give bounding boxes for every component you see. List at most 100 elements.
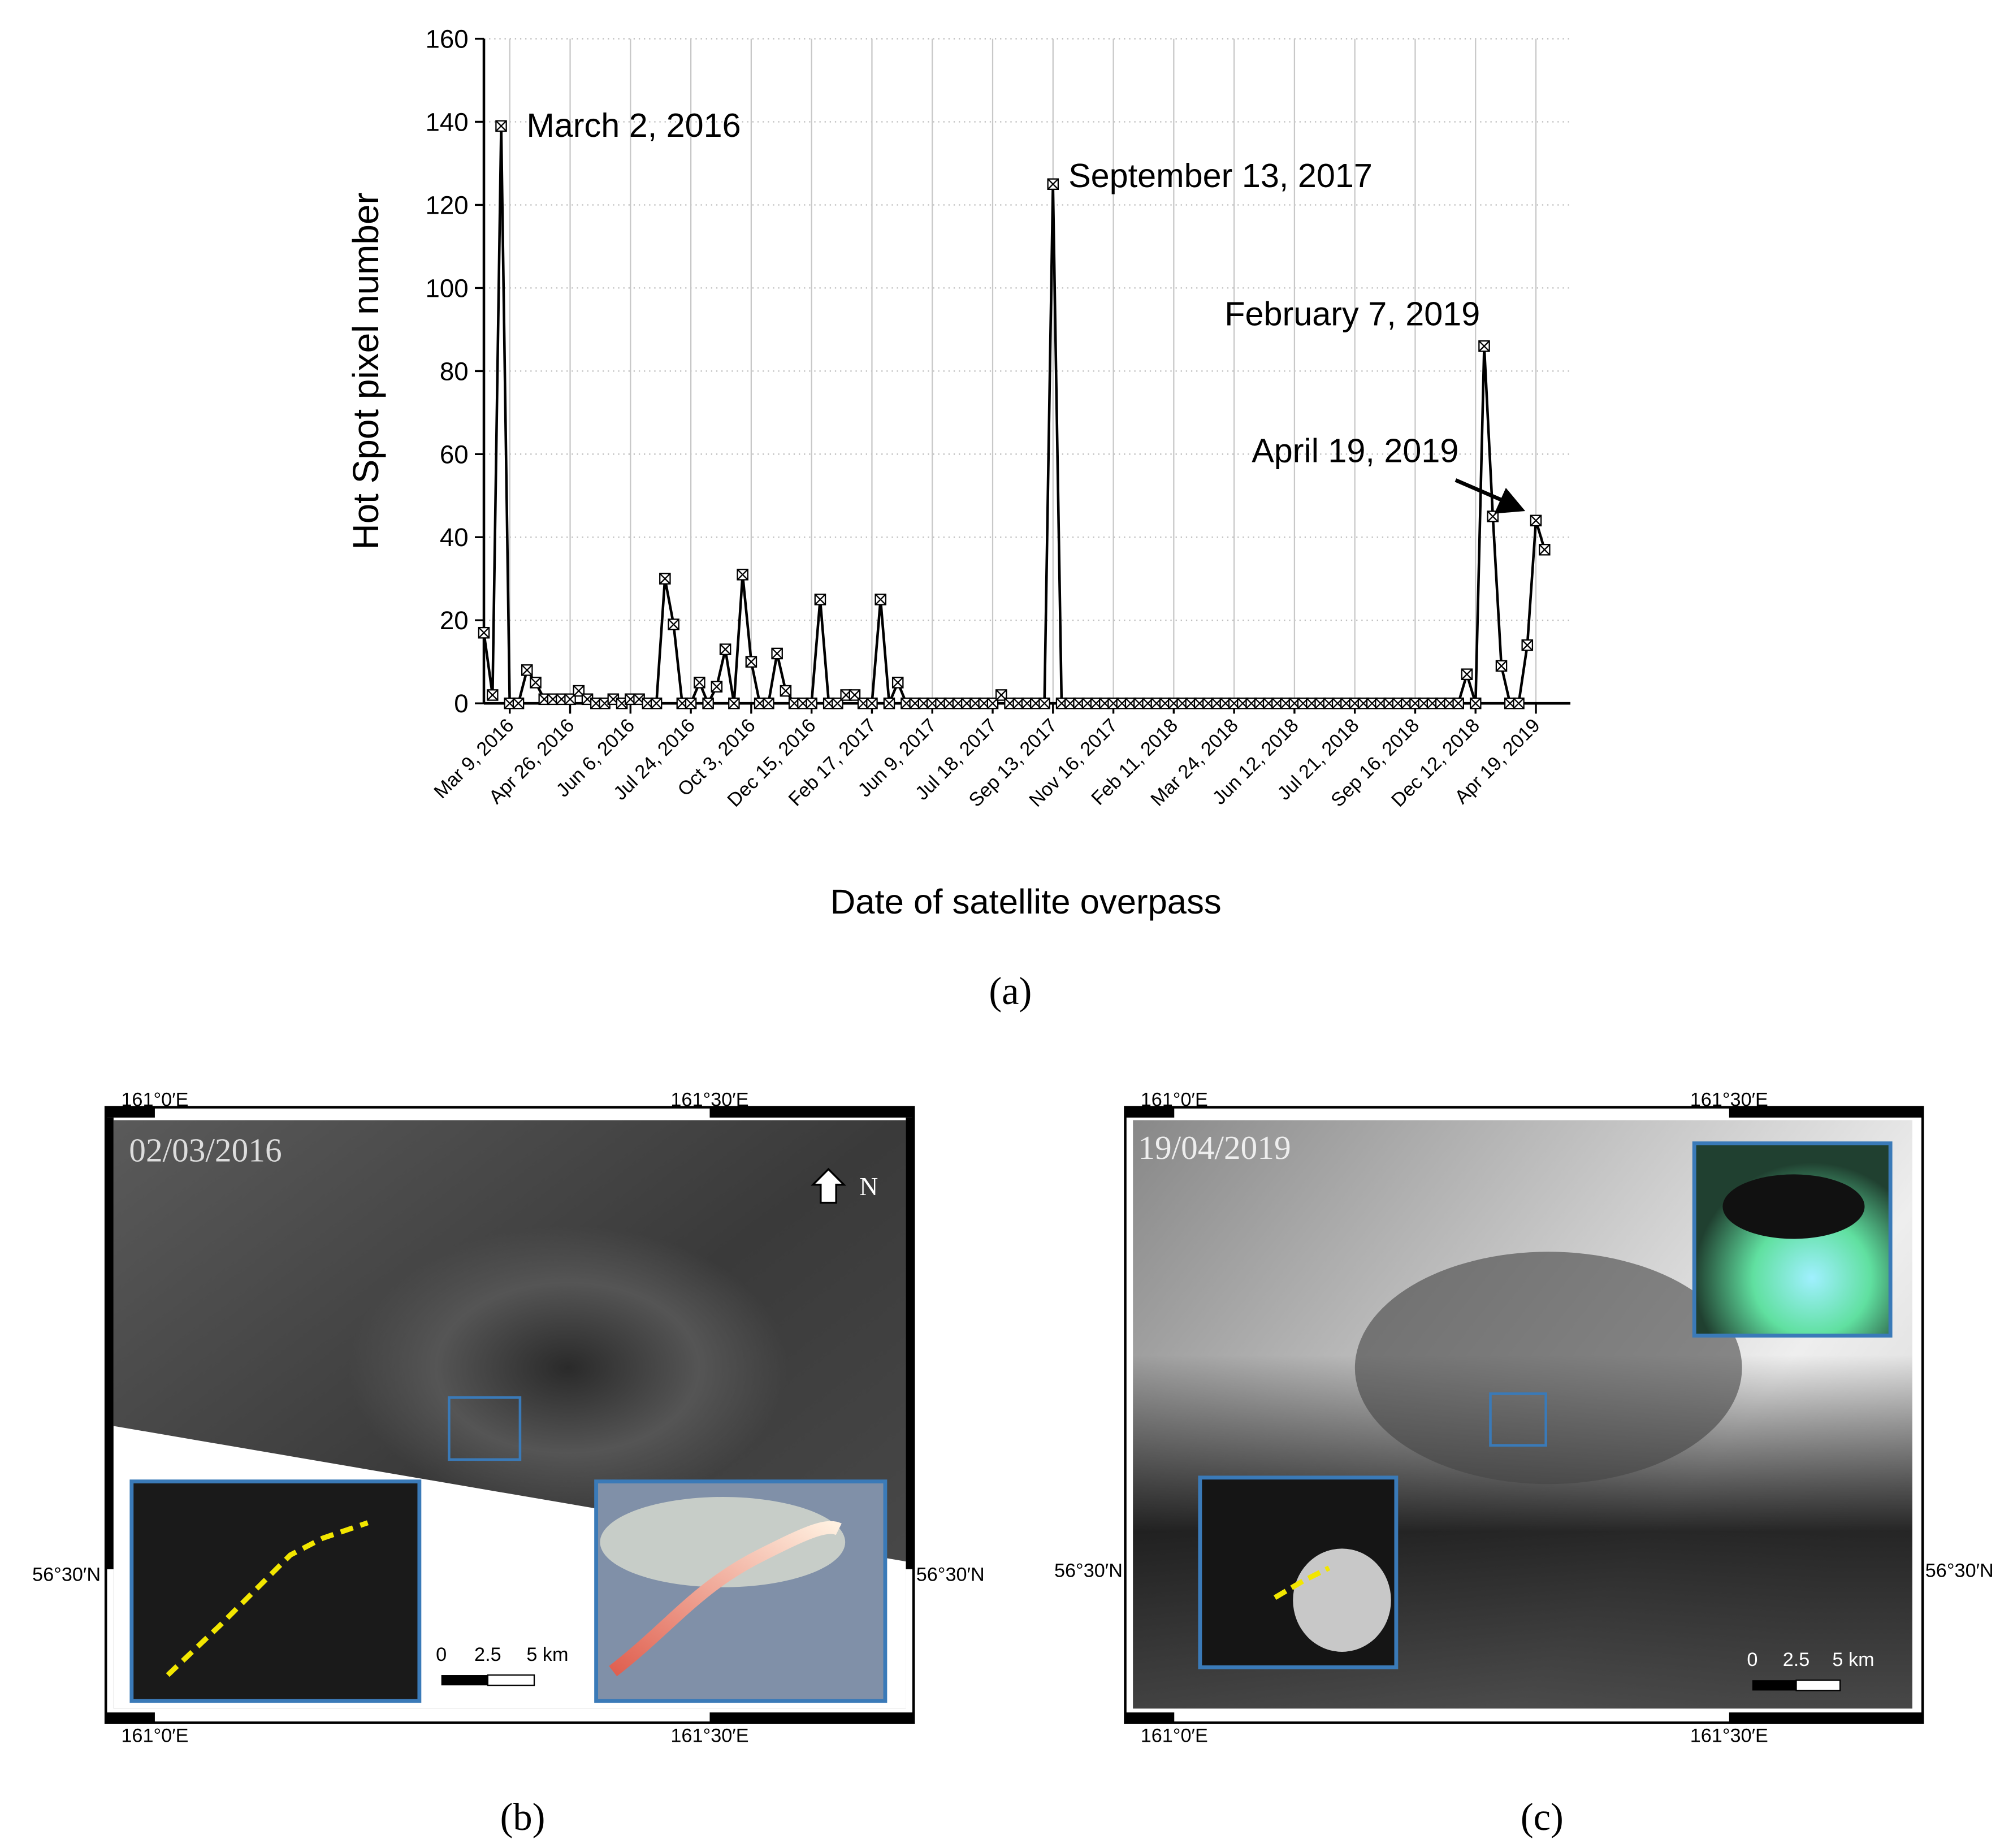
- marker-cross: [814, 594, 826, 605]
- marker-cross: [651, 698, 663, 709]
- image-date: 19/04/2019: [1138, 1129, 1291, 1166]
- data-marker: [875, 594, 886, 605]
- annotation: March 2, 2016: [526, 106, 741, 144]
- data-marker: [486, 689, 499, 701]
- marker-cross: [1513, 698, 1525, 709]
- marker-cross: [763, 698, 774, 709]
- scale-bar: [487, 1674, 535, 1686]
- data-marker: [599, 697, 611, 709]
- frame-bar: [709, 1107, 914, 1118]
- lat-label: 56°30′N: [1054, 1560, 1123, 1582]
- inset-box: [1489, 1392, 1547, 1447]
- data-marker: [1426, 697, 1439, 709]
- data-marker: [685, 697, 697, 709]
- data-marker: [771, 647, 783, 660]
- frame-bar: [1125, 1107, 1175, 1118]
- scale-label: 5 km: [1832, 1649, 1874, 1670]
- data-marker: [986, 697, 999, 709]
- data-marker: [969, 697, 981, 709]
- marker-cross: [521, 664, 533, 676]
- marker-cross: [1530, 514, 1542, 526]
- y-tick-label: 80: [440, 357, 469, 386]
- data-marker: [668, 618, 679, 630]
- caption: (c): [1521, 1795, 1564, 1838]
- data-marker: [832, 697, 843, 709]
- data-marker: [866, 697, 878, 709]
- data-marker: [745, 656, 757, 668]
- data-marker: [780, 685, 792, 697]
- data-marker: [891, 677, 904, 689]
- y-tick-label: 0: [454, 689, 468, 718]
- data-marker: [737, 569, 748, 581]
- caption: (a): [989, 970, 1032, 1012]
- marker-cross: [1470, 698, 1482, 709]
- plume: [609, 1521, 842, 1677]
- lat-label: 56°30′N: [1925, 1560, 1994, 1582]
- marker-cross: [513, 698, 524, 709]
- inset: [1692, 1141, 1893, 1338]
- marker-cross: [892, 677, 904, 689]
- lon-label: 161°30′E: [1690, 1725, 1768, 1747]
- data-marker: [883, 697, 895, 709]
- scale-bar: [441, 1675, 488, 1686]
- frame-bar: [106, 1117, 114, 1569]
- cloud: [1293, 1548, 1391, 1652]
- volcano: [1354, 1252, 1742, 1485]
- marker-cross: [694, 677, 705, 689]
- marker-cross: [745, 656, 757, 668]
- data-marker: [857, 697, 869, 709]
- annotation: February 7, 2019: [1224, 295, 1480, 332]
- data-marker: [814, 594, 826, 605]
- marker-cross: [806, 698, 817, 709]
- data-marker: [763, 697, 774, 709]
- data-marker: [719, 643, 731, 655]
- y-tick-label: 60: [440, 440, 469, 469]
- data-marker: [1539, 544, 1551, 556]
- marker-cross: [1521, 639, 1533, 651]
- marker-cross: [1047, 178, 1059, 190]
- y-axis-title: Hot Spot pixel number: [345, 192, 386, 549]
- x-axis-title: Date of satellite overpass: [830, 882, 1222, 921]
- marker-cross: [866, 698, 878, 709]
- data-marker: [702, 697, 714, 709]
- marker-cross: [659, 573, 671, 585]
- y-tick-label: 100: [425, 274, 468, 302]
- marker-cross: [771, 648, 783, 659]
- image-date: 02/03/2016: [129, 1132, 282, 1169]
- marker-cross: [668, 618, 679, 630]
- y-tick-label: 160: [425, 25, 468, 54]
- marker-cross: [702, 698, 714, 709]
- lon-label: 161°0′E: [1141, 1725, 1208, 1747]
- marker-cross: [728, 698, 740, 709]
- cloud: [600, 1497, 846, 1587]
- frame-bar: [906, 1117, 914, 1569]
- y-tick-label: 140: [425, 108, 468, 137]
- scale-label: 0: [1747, 1649, 1757, 1670]
- marker-cross: [875, 594, 886, 605]
- scale-label: 2.5: [1783, 1649, 1810, 1670]
- data-marker: [512, 697, 525, 709]
- caption: (b): [500, 1795, 546, 1838]
- data-marker: [1530, 514, 1542, 527]
- frame-bar: [1125, 1712, 1175, 1723]
- north-label: N: [859, 1172, 878, 1201]
- data-marker: [1099, 697, 1111, 709]
- marker-cross: [1478, 340, 1490, 352]
- panel-b: 0 2.5 5 km N 02/03/2016 161°0′E 161°30′E…: [32, 1089, 985, 1746]
- lon-label: 161°0′E: [1141, 1089, 1208, 1110]
- scale-label: 2.5: [474, 1644, 501, 1665]
- data-marker: [728, 697, 740, 709]
- marker-cross: [1452, 698, 1464, 709]
- data-line: [482, 124, 1546, 705]
- data-marker: [1495, 660, 1508, 672]
- data-marker: [478, 626, 490, 639]
- lon-label: 161°30′E: [670, 1089, 748, 1110]
- volcano: [348, 1226, 787, 1510]
- dark-plume: [1722, 1174, 1865, 1239]
- data-marker: [806, 697, 817, 709]
- data-marker: [659, 573, 671, 585]
- annotation-arrowhead: [1494, 487, 1526, 514]
- lat-label: 56°30′N: [32, 1564, 101, 1585]
- data-marker: [616, 697, 628, 709]
